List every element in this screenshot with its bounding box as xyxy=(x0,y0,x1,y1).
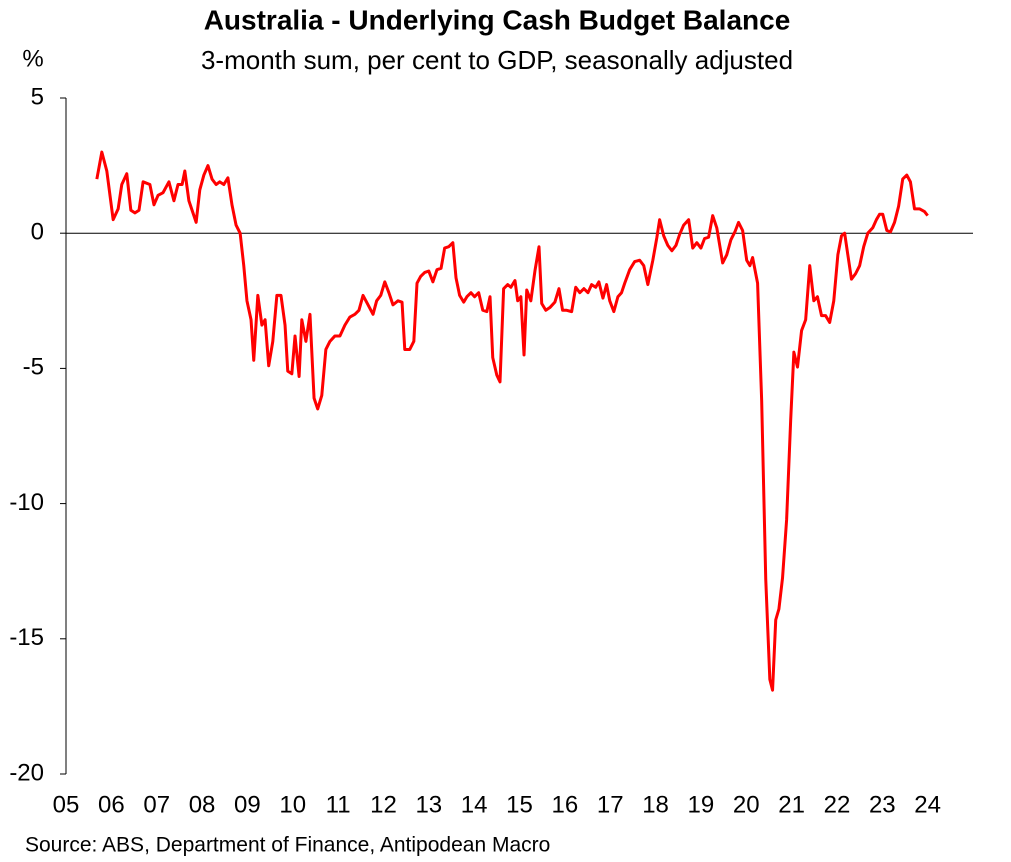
y-axis-label: % xyxy=(22,45,43,72)
y-tick-label: 5 xyxy=(31,83,44,110)
data-line xyxy=(95,150,929,692)
y-tick-label: -10 xyxy=(9,489,44,516)
x-tick-label: 09 xyxy=(234,791,261,818)
x-tick-label: 06 xyxy=(98,791,125,818)
x-tick-label: 05 xyxy=(53,791,80,818)
x-tick-label: 08 xyxy=(189,791,216,818)
x-tick-label: 21 xyxy=(778,791,805,818)
chart-subtitle: 3-month sum, per cent to GDP, seasonally… xyxy=(201,45,793,75)
x-tick-label: 22 xyxy=(824,791,851,818)
y-tick-label: -5 xyxy=(23,354,44,381)
chart-title: Australia - Underlying Cash Budget Balan… xyxy=(204,4,791,35)
x-tick-label: 20 xyxy=(733,791,760,818)
x-tick-label: 13 xyxy=(415,791,442,818)
x-tick-label: 07 xyxy=(143,791,170,818)
x-tick-label: 18 xyxy=(642,791,669,818)
x-tick-label: 10 xyxy=(279,791,306,818)
x-tick-label: 14 xyxy=(461,791,488,818)
y-tick-label: -20 xyxy=(9,759,44,786)
x-tick-label: 23 xyxy=(869,791,896,818)
source-note: Source: ABS, Department of Finance, Anti… xyxy=(25,834,550,857)
x-tick-label: 24 xyxy=(914,791,941,818)
x-tick-label: 16 xyxy=(551,791,578,818)
x-tick-label: 15 xyxy=(506,791,533,818)
x-tick-label: 11 xyxy=(326,791,351,818)
x-tick-label: 12 xyxy=(370,791,397,818)
x-tick-label: 17 xyxy=(597,791,624,818)
x-tick-label: 19 xyxy=(688,791,715,818)
y-tick-label: 0 xyxy=(31,219,44,246)
y-tick-label: -15 xyxy=(9,624,44,651)
